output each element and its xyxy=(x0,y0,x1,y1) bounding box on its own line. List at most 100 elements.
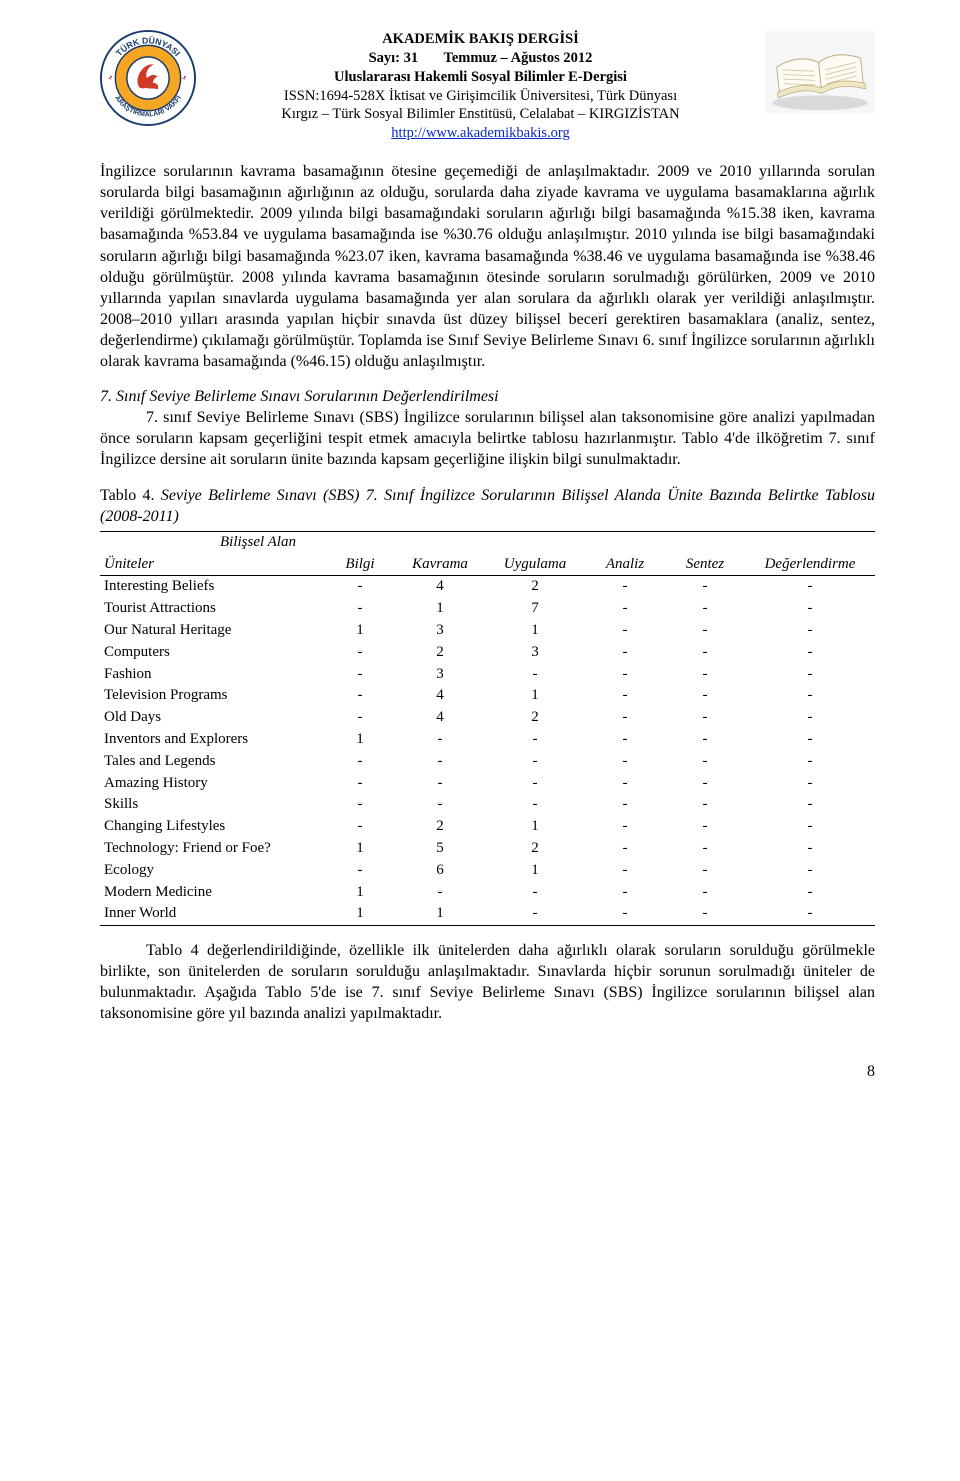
cell: 1 xyxy=(325,838,395,860)
cell: - xyxy=(665,642,745,664)
row-name: Tales and Legends xyxy=(100,751,325,773)
page-header: TÜRK DÜNYASI ARAŞTIRMALARI VAKFI AKADEMİ… xyxy=(100,30,875,143)
cell: - xyxy=(585,729,665,751)
cell: - xyxy=(665,816,745,838)
cell: - xyxy=(745,794,875,816)
table-row: Computers-23--- xyxy=(100,642,875,664)
cell: 1 xyxy=(325,620,395,642)
cell: - xyxy=(665,751,745,773)
cell: - xyxy=(585,685,665,707)
cell: - xyxy=(585,903,665,925)
logo-right xyxy=(765,30,875,115)
row-name: Skills xyxy=(100,794,325,816)
cell: - xyxy=(745,773,875,795)
table-row: Television Programs-41--- xyxy=(100,685,875,707)
table-row: Fashion-3---- xyxy=(100,664,875,686)
cell: - xyxy=(585,773,665,795)
cell: - xyxy=(585,598,665,620)
cell: - xyxy=(745,860,875,882)
col-sentez: Sentez xyxy=(665,554,745,576)
cell: 1 xyxy=(395,903,485,925)
table-column-header-row: Üniteler Bilgi Kavrama Uygulama Analiz S… xyxy=(100,554,875,576)
table-4: Bilişsel Alan Üniteler Bilgi Kavrama Uyg… xyxy=(100,531,875,926)
cell: - xyxy=(325,816,395,838)
cell: - xyxy=(665,576,745,598)
cell: - xyxy=(665,794,745,816)
table-row: Ecology-61--- xyxy=(100,860,875,882)
body-text: İngilizce sorularının kavrama basamağını… xyxy=(100,161,875,1025)
cell: - xyxy=(325,707,395,729)
cell: 1 xyxy=(325,729,395,751)
journal-url-link[interactable]: http://www.akademikbakis.org xyxy=(391,125,569,141)
cell: - xyxy=(665,664,745,686)
cell: 2 xyxy=(395,642,485,664)
cell: - xyxy=(485,882,585,904)
table-row: Changing Lifestyles-21--- xyxy=(100,816,875,838)
cell: - xyxy=(585,576,665,598)
table-caption: Tablo 4. Seviye Belirleme Sınavı (SBS) 7… xyxy=(100,485,875,527)
cell: - xyxy=(395,794,485,816)
cell: - xyxy=(585,751,665,773)
cell: 1 xyxy=(325,882,395,904)
cell: - xyxy=(585,794,665,816)
cell: 2 xyxy=(485,707,585,729)
cell: - xyxy=(395,773,485,795)
row-name: Tourist Attractions xyxy=(100,598,325,620)
cell: - xyxy=(395,882,485,904)
cell: - xyxy=(325,598,395,620)
table-row: Our Natural Heritage131--- xyxy=(100,620,875,642)
cell: - xyxy=(585,816,665,838)
table-row: Inventors and Explorers1----- xyxy=(100,729,875,751)
table-row: Amazing History------ xyxy=(100,773,875,795)
cell: - xyxy=(325,576,395,598)
cell: 4 xyxy=(395,576,485,598)
journal-issue: Sayı: 31 Temmuz – Ağustos 2012 xyxy=(204,49,757,68)
cell: 1 xyxy=(485,860,585,882)
cell: - xyxy=(745,620,875,642)
cell: 2 xyxy=(485,576,585,598)
section-title-7: 7. Sınıf Seviye Belirleme Sınavı Sorular… xyxy=(100,386,875,407)
cell: - xyxy=(745,729,875,751)
cell: - xyxy=(745,642,875,664)
cell: 1 xyxy=(395,598,485,620)
row-name: Ecology xyxy=(100,860,325,882)
cell: - xyxy=(745,751,875,773)
cell: - xyxy=(585,838,665,860)
cell: - xyxy=(585,707,665,729)
row-name: Television Programs xyxy=(100,685,325,707)
cell: - xyxy=(325,773,395,795)
table-rowlabel-header: Üniteler xyxy=(100,554,325,576)
cell: - xyxy=(585,664,665,686)
cell: - xyxy=(665,838,745,860)
row-name: Amazing History xyxy=(100,773,325,795)
cell: - xyxy=(325,751,395,773)
table-row: Interesting Beliefs-42--- xyxy=(100,576,875,598)
cell: 6 xyxy=(395,860,485,882)
cell: - xyxy=(585,620,665,642)
cell: - xyxy=(665,707,745,729)
row-name: Inventors and Explorers xyxy=(100,729,325,751)
cell: - xyxy=(585,882,665,904)
cell: - xyxy=(745,707,875,729)
cell: 3 xyxy=(485,642,585,664)
journal-issn: ISSN:1694-528X İktisat ve Girişimcilik Ü… xyxy=(204,87,757,106)
logo-left: TÜRK DÜNYASI ARAŞTIRMALARI VAKFI xyxy=(100,30,196,126)
cell: 7 xyxy=(485,598,585,620)
paragraph-1: İngilizce sorularının kavrama basamağını… xyxy=(100,161,875,372)
cell: - xyxy=(325,642,395,664)
col-uygulama: Uygulama xyxy=(485,554,585,576)
table-caption-lead: Tablo 4. xyxy=(100,487,161,504)
table-row: Skills------ xyxy=(100,794,875,816)
cell: - xyxy=(665,598,745,620)
cell: - xyxy=(485,664,585,686)
row-name: Technology: Friend or Foe? xyxy=(100,838,325,860)
journal-subtitle: Uluslararası Hakemli Sosyal Bilimler E-D… xyxy=(204,68,757,87)
table-header-group: Bilişsel Alan xyxy=(100,531,875,553)
cell: - xyxy=(745,685,875,707)
row-name: Changing Lifestyles xyxy=(100,816,325,838)
cell: - xyxy=(745,816,875,838)
cell: - xyxy=(485,903,585,925)
cell: - xyxy=(585,642,665,664)
table-row: Inner World11---- xyxy=(100,903,875,925)
paragraph-2: 7. sınıf Seviye Belirleme Sınavı (SBS) İ… xyxy=(100,407,875,470)
